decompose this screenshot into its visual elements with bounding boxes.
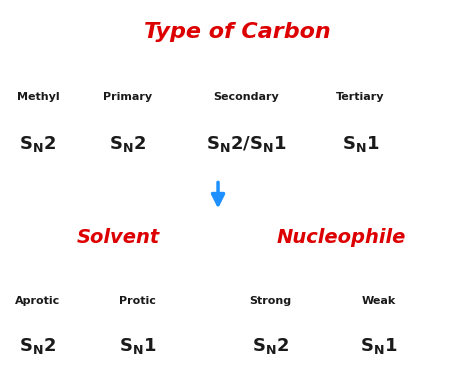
Text: Type of Carbon: Type of Carbon [144, 22, 330, 42]
Text: Methyl: Methyl [17, 92, 59, 102]
Text: Weak: Weak [362, 296, 396, 306]
Text: $\mathbf{S}_{\mathbf{N}}\mathbf{1}$: $\mathbf{S}_{\mathbf{N}}\mathbf{1}$ [361, 336, 398, 356]
Text: $\mathbf{S}_{\mathbf{N}}\mathbf{2}$: $\mathbf{S}_{\mathbf{N}}\mathbf{2}$ [19, 336, 56, 356]
Text: $\mathbf{S}_{\mathbf{N}}\mathbf{2}$: $\mathbf{S}_{\mathbf{N}}\mathbf{2}$ [252, 336, 289, 356]
Text: $\mathbf{S}_{\mathbf{N}}\mathbf{1}$: $\mathbf{S}_{\mathbf{N}}\mathbf{1}$ [119, 336, 156, 356]
Text: Primary: Primary [103, 92, 153, 102]
Text: $\mathbf{S}_{\mathbf{N}}\mathbf{2/S}_{\mathbf{N}}\mathbf{1}$: $\mathbf{S}_{\mathbf{N}}\mathbf{2/S}_{\m… [206, 134, 287, 154]
Text: Tertiary: Tertiary [336, 92, 384, 102]
Text: $\mathbf{S}_{\mathbf{N}}\mathbf{1}$: $\mathbf{S}_{\mathbf{N}}\mathbf{1}$ [342, 134, 379, 154]
Text: Secondary: Secondary [214, 92, 279, 102]
Text: Nucleophile: Nucleophile [277, 228, 406, 247]
Text: $\mathbf{S}_{\mathbf{N}}\mathbf{2}$: $\mathbf{S}_{\mathbf{N}}\mathbf{2}$ [19, 134, 56, 154]
Text: Solvent: Solvent [77, 228, 160, 247]
Text: Protic: Protic [119, 296, 156, 306]
Text: $\mathbf{S}_{\mathbf{N}}\mathbf{2}$: $\mathbf{S}_{\mathbf{N}}\mathbf{2}$ [109, 134, 146, 154]
Text: Strong: Strong [249, 296, 291, 306]
Text: Aprotic: Aprotic [15, 296, 61, 306]
